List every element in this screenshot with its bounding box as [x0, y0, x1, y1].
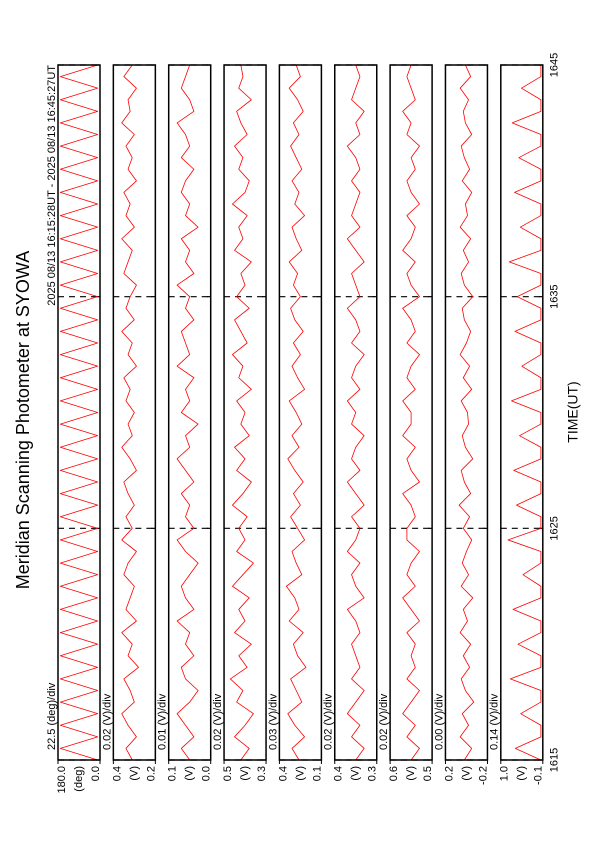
y-unit: (V)	[460, 766, 472, 781]
x-tick-label: 1625	[549, 516, 561, 540]
x-tick-label: 1615	[549, 748, 561, 772]
panel-frame	[112, 64, 157, 761]
panel-frame	[389, 64, 433, 761]
x-tick-label: 1635	[549, 284, 561, 308]
y-tick-label: -0.2	[477, 766, 489, 785]
y-unit: (V)	[516, 766, 528, 781]
y-tick-label: 0.2	[443, 766, 455, 781]
y-unit: (V)	[239, 766, 251, 781]
data-line	[346, 64, 365, 761]
y-unit: (V)	[350, 766, 362, 781]
panel-scale: 0.02 (V)/div	[101, 693, 113, 750]
data-line	[176, 64, 199, 761]
y-tick-label: 0.5	[422, 766, 434, 781]
panel-frame	[57, 64, 101, 761]
y-unit: (V)	[128, 766, 140, 781]
y-tick-label: 0.3	[256, 766, 268, 781]
y-tick-label: 0.3	[367, 766, 379, 781]
data-line	[121, 64, 139, 761]
panel-frame	[278, 64, 323, 761]
y-tick-label: 0.1	[167, 766, 179, 781]
panel-scale: 0.02 (V)/div	[212, 693, 224, 750]
panel-scale: 0.02 (V)/div	[378, 693, 390, 750]
y-tick-label: 0.0	[90, 766, 102, 781]
y-tick-label: 1.0	[499, 766, 511, 781]
data-line	[286, 64, 307, 761]
panel-scale: 0.14 (V)/div	[489, 693, 501, 750]
panel-scale: 22.5 (deg)/div	[46, 682, 58, 750]
panel-scale: 0.03 (V)/div	[267, 693, 279, 750]
y-tick-label: 0.4	[333, 766, 345, 781]
x-tick-label: 1645	[549, 53, 561, 77]
panel-frame	[167, 64, 212, 761]
data-line	[458, 64, 475, 761]
y-tick-label: 0.2	[145, 766, 157, 781]
panel-frame	[444, 64, 489, 761]
y-tick-label: 0.5	[222, 766, 234, 781]
y-tick-label: 0.6	[388, 766, 400, 781]
data-line	[229, 64, 254, 761]
chart-title: Meridian Scanning Photometer at SYOWA	[13, 251, 33, 590]
y-tick-label: 0.1	[311, 766, 323, 781]
data-line	[402, 64, 420, 761]
x-axis-label: TIME(UT)	[565, 381, 581, 442]
panel-scale: 0.02 (V)/div	[323, 693, 335, 750]
time-range: 2025 08/13 16:15:28UT - 2025 08/13 16:45…	[46, 65, 58, 306]
y-unit: (V)	[294, 766, 306, 781]
rotated-chart: Meridian Scanning Photometer at SYOWA 20…	[13, 53, 581, 794]
y-tick-label: -0.1	[533, 766, 545, 785]
panel-frame	[334, 64, 378, 761]
panel-frame	[500, 64, 544, 761]
y-unit: (deg)	[73, 766, 85, 792]
y-tick-label: 0.4	[111, 766, 123, 781]
y-unit: (V)	[184, 766, 196, 781]
y-tick-label: 180.0	[56, 766, 68, 794]
data-line	[507, 65, 542, 761]
panel-frame	[223, 64, 267, 761]
data-line	[59, 64, 99, 761]
panel-scale: 0.01 (V)/div	[157, 693, 169, 750]
y-unit: (V)	[405, 766, 417, 781]
y-tick-label: 0.4	[277, 766, 289, 781]
panel-scale: 0.00 (V)/div	[433, 693, 445, 750]
y-tick-label: 0.0	[201, 766, 213, 781]
